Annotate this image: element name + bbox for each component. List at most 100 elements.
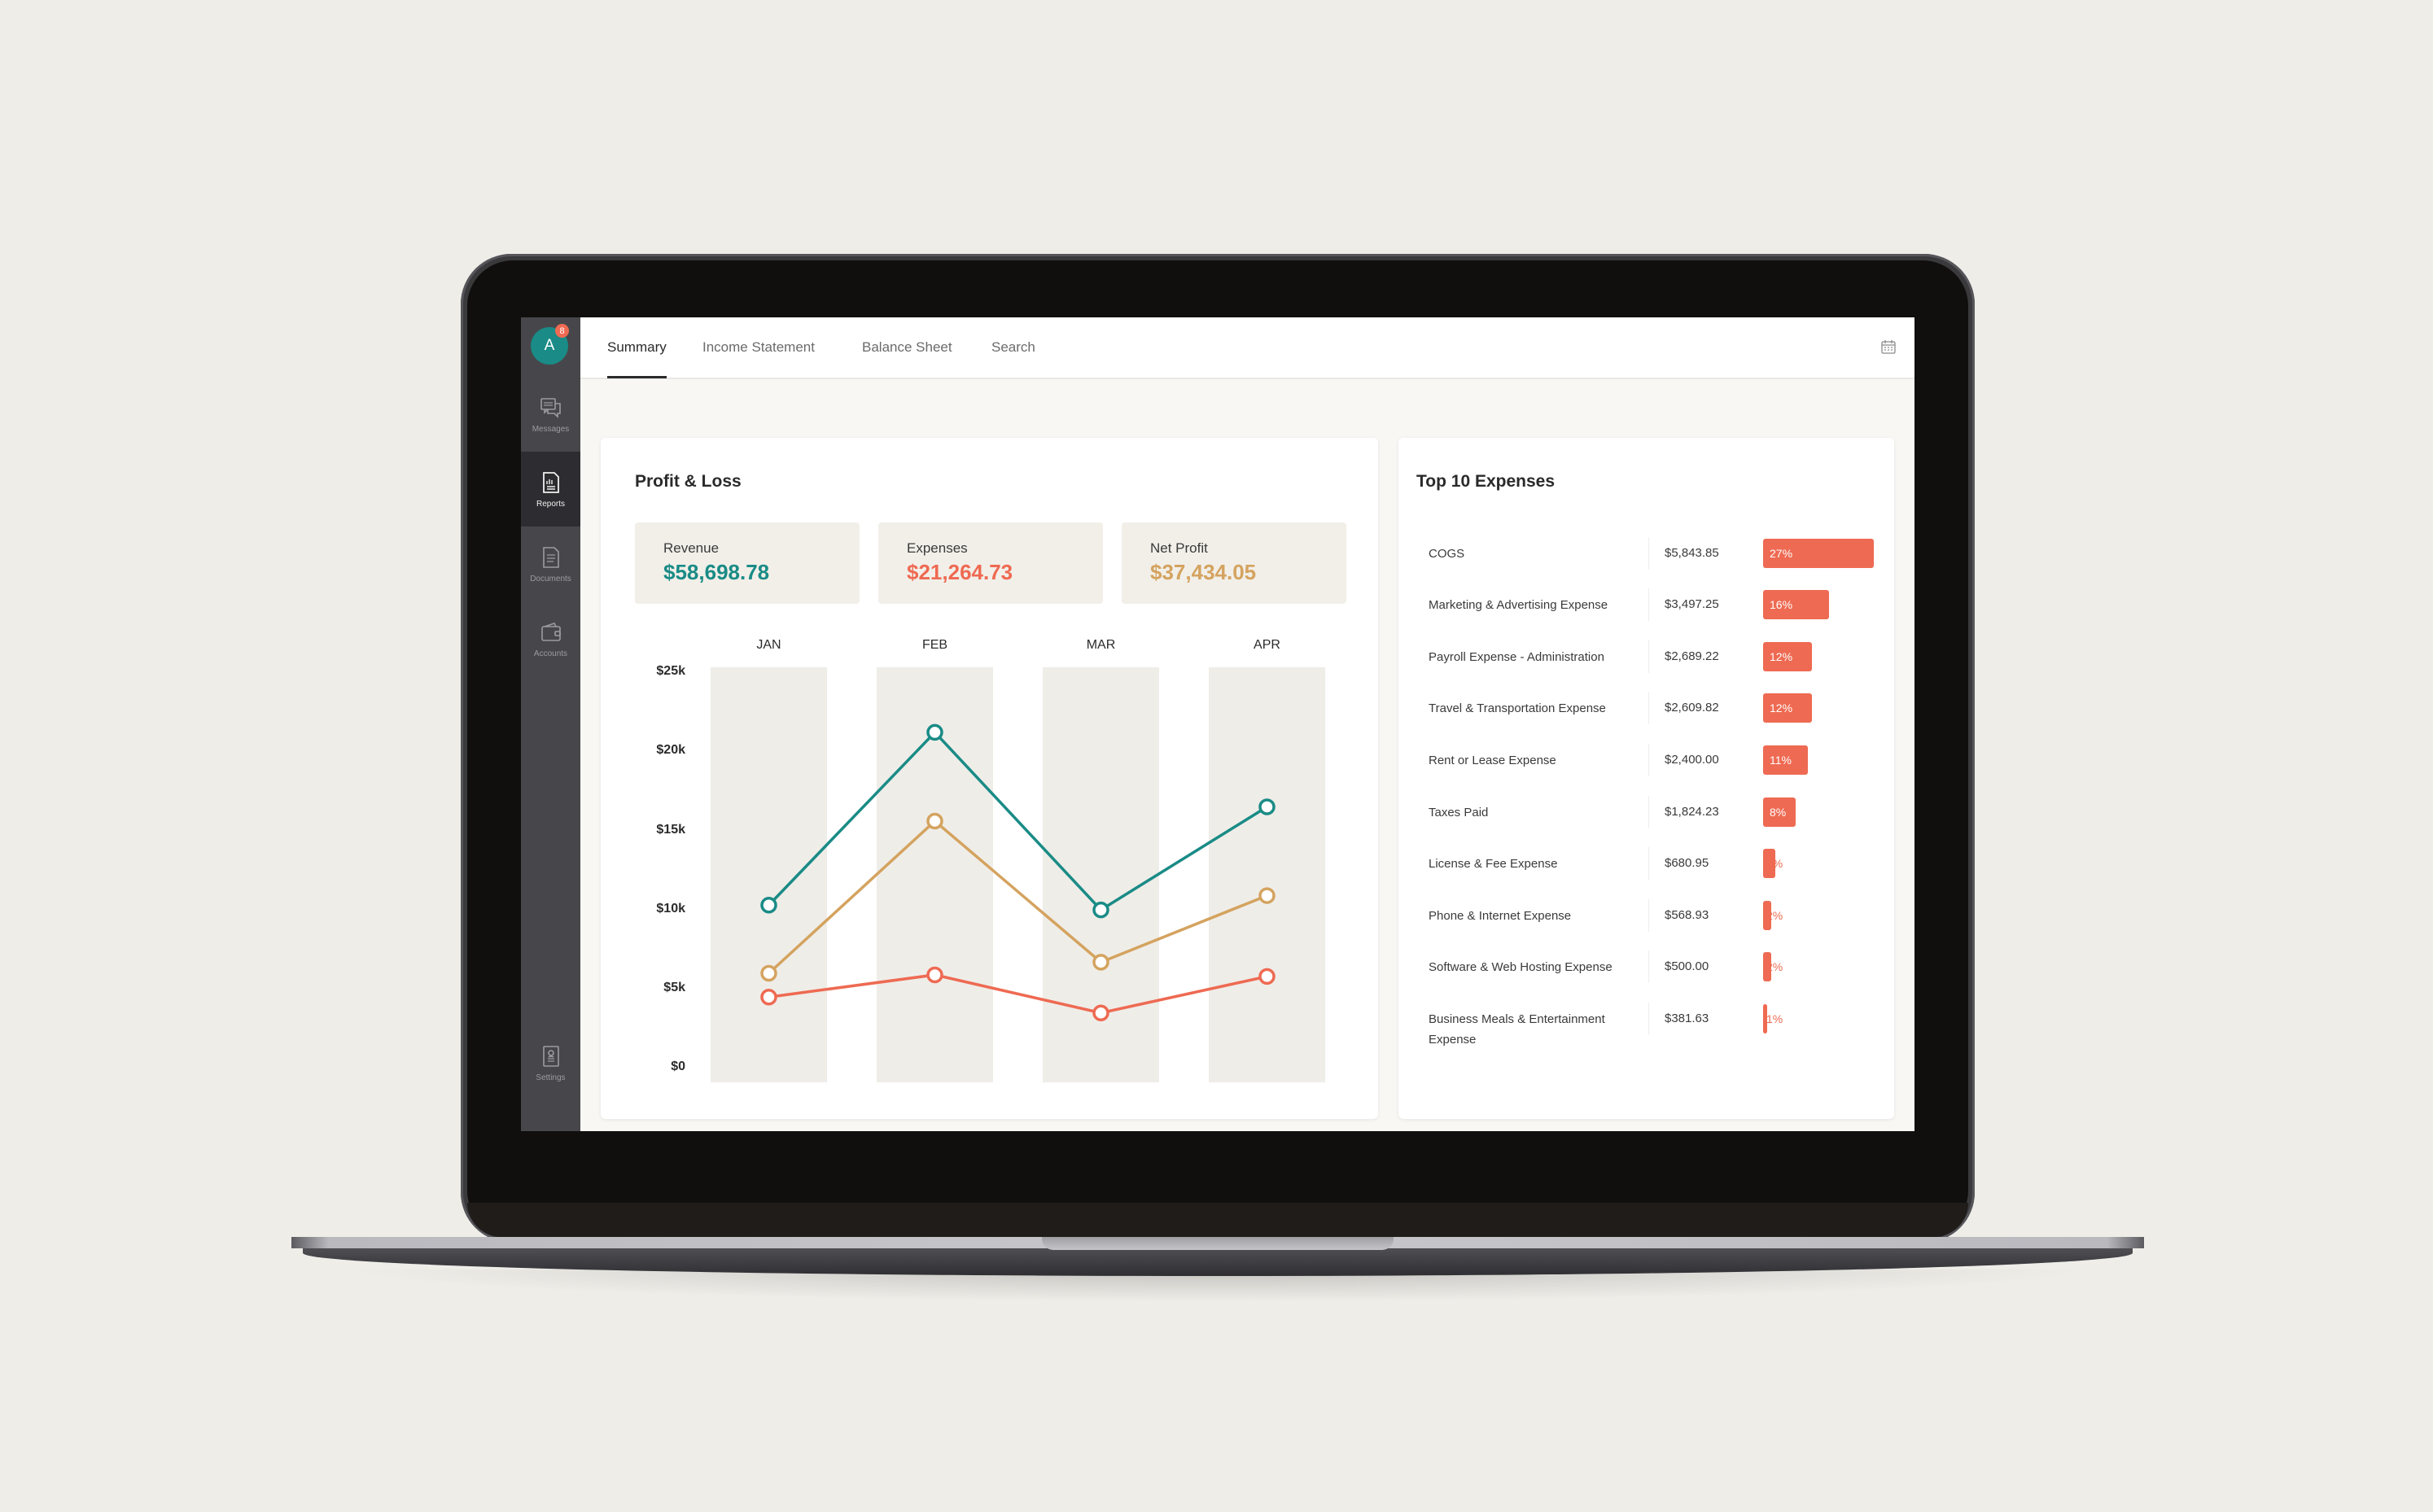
expense-bar [1763,590,1829,619]
column-divider [1648,744,1649,776]
column-divider [1648,692,1649,724]
expense-name: Marketing & Advertising Expense [1429,598,1608,612]
sidebar: A 8 Messages Reports Documents Accounts … [521,317,580,1131]
month-label: JAN [756,638,781,652]
expense-name: Travel & Transportation Expense [1429,701,1606,715]
expense-amount: $568.93 [1665,908,1709,922]
top-expenses-card: Top 10 Expenses COGS $5,843.85 27% Marketin… [1398,438,1894,1119]
expense-row[interactable]: Software & Web Hosting Expense $500.00 2% [1398,950,1894,1016]
expense-name: Software & Web Hosting Expense [1429,960,1613,974]
expense-name: Phone & Internet Expense [1429,909,1572,923]
sidebar-item-accounts[interactable]: Accounts [521,601,580,676]
column-divider [1648,640,1649,673]
data-point[interactable] [760,964,777,982]
card-title: Profit & Loss [635,472,742,491]
tab-summary[interactable]: Summary [607,317,667,378]
expense-row[interactable]: License & Fee Expense $680.95 3% [1398,847,1894,912]
expense-name: COGS [1429,547,1465,561]
expense-row[interactable]: Marketing & Advertising Expense $3,497.25… [1398,588,1894,653]
wallet-icon [540,622,561,641]
data-point[interactable] [1092,1004,1109,1021]
expense-bar [1763,693,1812,723]
kpi-value: $37,434.05 [1150,560,1257,584]
column-divider [1648,537,1649,570]
expense-name: Rent or Lease Expense [1429,754,1556,767]
month-label: FEB [921,638,948,652]
profit-loss-card: Profit & Loss Revenue $58,698.78 Expense… [601,438,1378,1119]
expense-row[interactable]: Rent or Lease Expense $2,400.00 11% [1398,744,1894,809]
data-point[interactable] [926,812,943,830]
expense-amount: $500.00 [1665,959,1709,973]
tab-balance-sheet[interactable]: Balance Sheet [862,317,952,378]
laptop-chin [467,1203,1968,1237]
data-point[interactable] [1092,901,1109,919]
expense-percent: 12% [1770,650,1793,663]
y-tick: $10k [656,902,685,916]
column-band [1209,667,1325,1082]
tab-bar: Summary Income Statement Balance Sheet S… [580,317,1914,379]
sidebar-item-settings[interactable]: Settings [521,1025,580,1100]
expense-amount: $1,824.23 [1665,805,1719,819]
expense-amount: $2,400.00 [1665,753,1719,767]
column-divider [1648,950,1649,983]
column-band [711,667,827,1082]
expense-bar [1763,849,1775,878]
data-point[interactable] [926,723,943,741]
column-divider [1648,588,1649,621]
expense-row[interactable]: COGS $5,843.85 27% [1398,537,1894,602]
app-screen: A 8 Messages Reports Documents Accounts … [521,317,1914,1131]
tab-label: Balance Sheet [862,339,952,355]
notification-count: 8 [559,326,565,336]
sidebar-item-reports[interactable]: Reports [521,452,580,527]
data-point[interactable] [926,966,943,984]
sidebar-item-messages[interactable]: Messages [521,377,580,452]
y-tick: $20k [656,743,685,757]
tab-search[interactable]: Search [991,317,1035,378]
data-point[interactable] [1258,798,1276,815]
kpi-expenses: Expenses $21,264.73 [878,522,1103,604]
data-point[interactable] [1258,887,1276,904]
expense-bar [1763,952,1771,981]
data-point[interactable] [1092,954,1109,971]
expense-row[interactable]: Taxes Paid $1,824.23 8% [1398,796,1894,861]
expense-percent: 3% [1766,857,1783,870]
sidebar-item-label: Settings [536,1073,566,1082]
expense-bar [1763,745,1808,775]
expense-row[interactable]: Payroll Expense - Administration $2,689.2… [1398,640,1894,706]
sidebar-item-documents[interactable]: Documents [521,527,580,601]
kpi-label: Net Profit [1150,540,1208,556]
expense-row[interactable]: Phone & Internet Expense $568.93 2% [1398,899,1894,964]
tab-income-statement[interactable]: Income Statement [702,317,815,378]
expense-percent: 27% [1770,547,1793,560]
expense-bar [1763,539,1874,568]
data-point[interactable] [760,988,777,1006]
sidebar-item-label: Documents [530,574,571,583]
y-tick: $5k [663,981,685,994]
expense-row[interactable]: Travel & Transportation Expense $2,609.82… [1398,692,1894,757]
kpi-label: Revenue [663,540,720,556]
chart-lines [760,723,1276,1021]
column-divider [1648,796,1649,828]
expense-bar [1763,901,1771,930]
expense-percent: 11% [1770,754,1792,767]
sidebar-item-label: Reports [536,499,565,509]
kpi-label: Expenses [907,540,968,556]
calendar-icon[interactable] [1880,339,1897,355]
column-divider [1648,899,1649,932]
documents-icon [542,546,559,568]
month-label: APR [1254,638,1280,652]
expense-amount: $2,609.82 [1665,701,1719,714]
expense-name: License & Fee Expense [1429,857,1558,871]
expense-bar [1763,1004,1767,1033]
notification-badge: 8 [555,324,569,338]
data-point[interactable] [760,897,777,914]
data-point[interactable] [1258,968,1276,985]
avatar-initial: A [544,337,555,354]
kpi-value: $21,264.73 [907,560,1013,584]
expense-amount: $680.95 [1665,856,1709,870]
expense-percent: 1% [1766,1012,1783,1025]
expense-row[interactable]: Business Meals & Entertainment Expense $3… [1398,1003,1894,1068]
tab-label: Search [991,339,1035,355]
expense-name: Taxes Paid [1429,806,1489,819]
card-title: Top 10 Expenses [1416,472,1556,491]
